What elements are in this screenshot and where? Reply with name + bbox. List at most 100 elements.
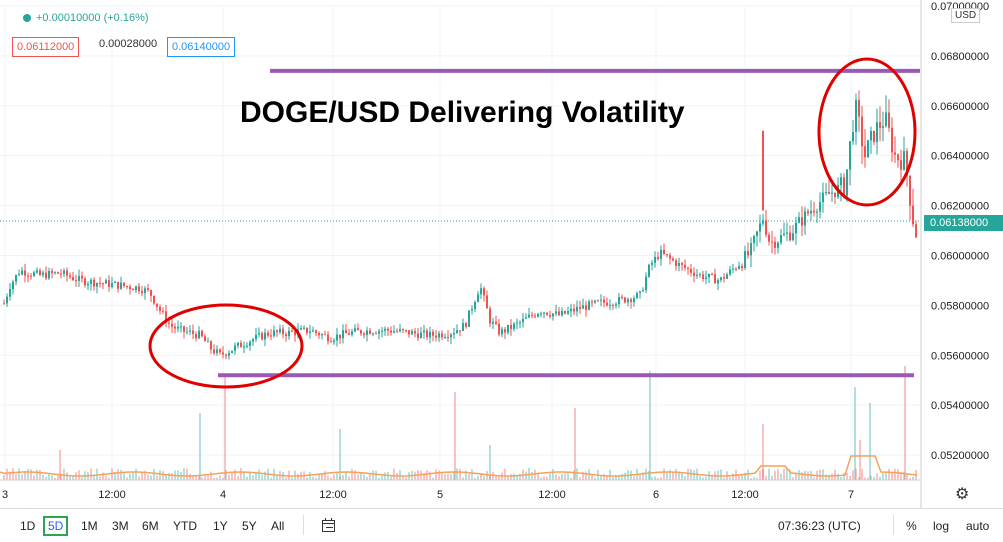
candle-body [132,289,134,291]
volume-bar [849,475,851,480]
candle-body [276,330,278,333]
candle-body [900,160,902,170]
candle-body [789,232,791,241]
percent-toggle[interactable]: % [906,519,917,533]
volume-bar [693,470,695,480]
candle-body [393,331,395,333]
candle-body [423,330,425,333]
candle-body [570,308,572,312]
volume-bar [831,473,833,480]
candle-body [228,352,230,356]
volume-bar [906,473,908,480]
volume-bar [777,469,779,480]
candle-body [831,192,833,194]
live-dot-icon [23,14,31,22]
volume-bar [468,473,470,480]
candle-body [456,330,458,334]
candle-body [291,330,293,332]
candle-body [225,354,227,356]
candle-body [567,311,569,314]
candle-body [450,334,452,338]
volume-bar [186,468,188,480]
candle-body [462,323,464,332]
timeframe-all[interactable]: All [271,519,285,533]
candle-body [447,337,449,339]
x-tick-label: 3 [2,489,8,501]
volume-bar [207,475,209,480]
volume-spike [339,429,341,480]
volume-bar [888,468,890,480]
volume-bar [465,470,467,480]
volume-bar [45,476,47,480]
candle-body [162,310,164,312]
volume-bar [681,473,683,480]
volume-bar [519,473,521,480]
volume-bar [525,471,527,480]
candle-body [762,220,764,224]
x-tick-label: 12:00 [731,489,759,501]
bottom-toolbar: 1D 5D 1M 3M 6M YTD 1Y 5Y All 07:36:23 (U… [0,508,1003,542]
volume-bar [162,471,164,480]
candle-body [663,249,665,254]
volume-bar [897,469,899,480]
volume-bar [285,477,287,480]
candle-body [600,299,602,301]
volume-bar [102,472,104,480]
gear-icon[interactable]: ⚙ [955,486,970,503]
calendar-range-icon[interactable] [321,517,337,533]
candle-body [759,223,761,232]
volume-bar [198,476,200,480]
candle-body [522,318,524,323]
timeframe-1d[interactable]: 1D [20,519,36,533]
volume-bar [576,468,578,480]
volume-bar [615,475,617,480]
volume-bar [864,477,866,480]
volume-bar [159,470,161,480]
timeframe-ytd[interactable]: YTD [173,519,197,533]
candle-body [669,255,671,259]
x-tick-label: 7 [848,489,854,501]
candle-body [396,331,398,333]
ask-price[interactable]: 0.06140000 [167,37,236,57]
candle-body [81,275,83,279]
timeframe-1m[interactable]: 1M [81,519,98,533]
candle-body [678,263,680,267]
volume-bar [537,473,539,480]
volume-bar [549,473,551,480]
candle-body [90,279,92,284]
y-tick-label: 0.06800000 [931,51,989,63]
volume-bar [780,473,782,480]
volume-spike [859,440,861,480]
candle-body [156,303,158,307]
candle-body [147,288,149,291]
timeframe-3m[interactable]: 3M [112,519,129,533]
volume-bar [291,477,293,480]
candle-body [828,192,830,194]
log-toggle[interactable]: log [933,519,950,533]
volume-bar [678,471,680,480]
candle-body [21,270,23,275]
volume-bar [807,471,809,480]
volume-bar [15,474,17,480]
candle-body [330,341,332,343]
candle-body [15,275,17,282]
volume-bar [33,475,35,480]
volume-bar [474,477,476,480]
candle-body [354,328,356,332]
candle-body [309,331,311,333]
auto-toggle[interactable]: auto [966,519,990,533]
timeframe-5d[interactable]: 5D [43,516,69,536]
timeframe-6m[interactable]: 6M [142,519,159,533]
timeframe-5y[interactable]: 5Y [242,519,257,533]
bid-price[interactable]: 0.06112000 [12,37,80,57]
volume-bar [57,474,59,480]
volume-bar [756,477,758,480]
candle-body [339,334,341,339]
candle-body [465,323,467,327]
volume-bar [366,476,368,480]
volume-bar [150,475,152,480]
volume-bar [900,471,902,480]
currency-badge[interactable]: USD [951,8,981,23]
timeframe-1y[interactable]: 1Y [213,519,228,533]
